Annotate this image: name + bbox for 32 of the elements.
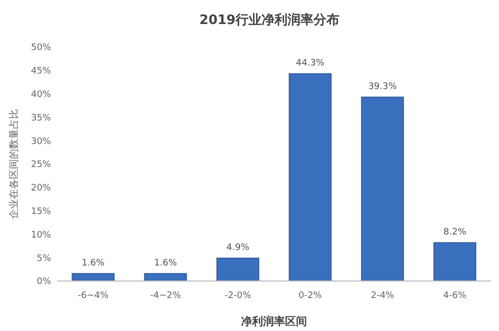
data-label: 1.6% — [82, 258, 106, 269]
data-label: 1.6% — [154, 258, 178, 269]
y-axis-title: 企业在各区间的数量占比 — [8, 109, 20, 219]
y-tick-label: 15% — [30, 206, 52, 217]
x-tick-label: -4~2% — [150, 291, 182, 301]
data-label: 44.3% — [296, 58, 325, 69]
y-tick-label: 5% — [36, 254, 52, 264]
bar — [144, 273, 187, 282]
bar — [361, 96, 404, 282]
bar — [288, 73, 332, 282]
data-label: 39.3% — [368, 82, 398, 92]
y-tick-label: 25% — [30, 160, 52, 170]
y-tick-label: 0% — [36, 277, 52, 288]
data-label: 8.2% — [443, 228, 467, 238]
y-tick-label: 35% — [30, 113, 52, 124]
x-tick-label: 2-4% — [370, 291, 395, 301]
bar — [433, 242, 476, 282]
x-tick-label: -2-0% — [224, 291, 252, 301]
chart-title: 2019行业净利润率分布 — [199, 12, 340, 28]
bar — [216, 258, 260, 282]
x-tick-label: 0-2% — [298, 291, 322, 301]
data-label: 4.9% — [226, 243, 250, 254]
bar — [72, 273, 115, 282]
x-tick-label: -6~4% — [78, 291, 110, 301]
y-tick-label: 10% — [30, 230, 52, 240]
y-tick-label: 20% — [30, 184, 52, 194]
y-tick-label: 50% — [30, 43, 52, 54]
y-tick-label: 30% — [30, 136, 52, 147]
x-axis-title: 净利润率区间 — [241, 315, 307, 328]
y-tick-label: 40% — [30, 90, 52, 100]
y-tick-label: 45% — [30, 66, 52, 77]
x-tick-label: 4-6% — [443, 291, 467, 301]
